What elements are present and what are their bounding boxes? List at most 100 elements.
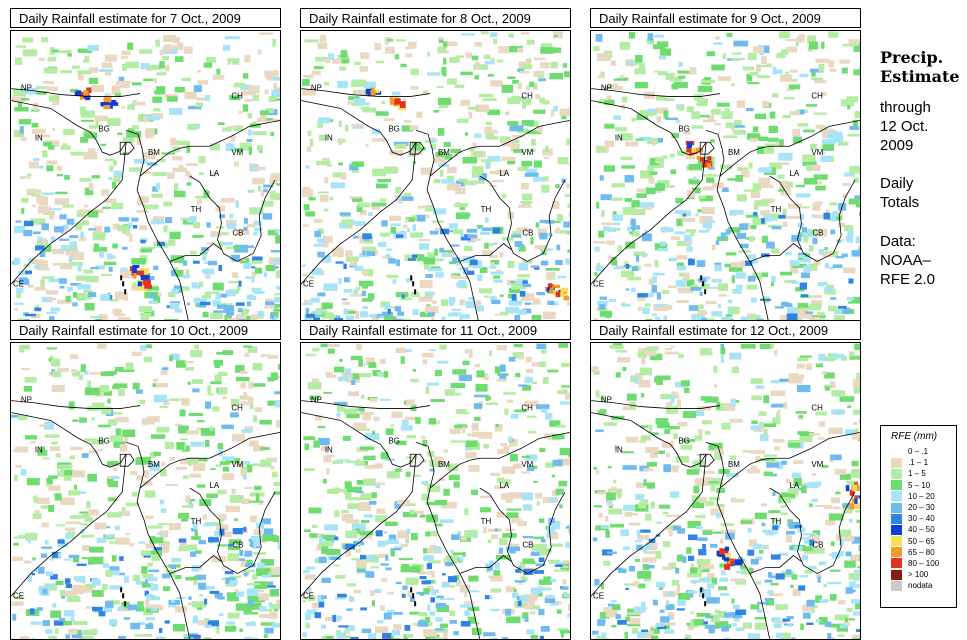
heavy-rain-cell (707, 163, 711, 168)
heavy-rain-cell (707, 156, 711, 160)
rain-cell (63, 205, 74, 208)
data-line-1: Data: (880, 232, 935, 251)
island (702, 593, 704, 598)
rain-cell (812, 203, 820, 210)
rain-cell (714, 265, 721, 272)
heavy-rain-cell (394, 98, 400, 104)
rain-cell (643, 468, 653, 471)
rain-cell (206, 494, 218, 498)
rain-cell (562, 579, 566, 585)
rain-cell (525, 173, 539, 177)
rain-cell (119, 217, 130, 221)
legend-swatch (891, 570, 902, 580)
rain-cell (385, 567, 391, 570)
rain-cell (547, 233, 552, 236)
rain-cell (472, 628, 482, 635)
rain-cell (188, 596, 191, 599)
rain-cell (219, 613, 223, 616)
rain-cell (678, 76, 685, 79)
rain-cell (120, 444, 127, 452)
rain-cell (569, 163, 570, 166)
rain-cell (360, 493, 371, 500)
rain-cell (427, 605, 430, 611)
rain-cell (838, 634, 845, 636)
rain-cell (710, 287, 718, 289)
rain-cell (424, 555, 434, 561)
rain-cell (632, 63, 645, 65)
rain-cell (216, 352, 223, 355)
rain-cell (724, 612, 729, 617)
rain-cell (369, 501, 376, 505)
rain-cell (443, 41, 447, 47)
rain-cell (215, 294, 220, 300)
rain-cell (317, 239, 321, 241)
legend-label: > 100 (908, 570, 928, 579)
rain-cell (711, 311, 722, 316)
rain-cell (195, 550, 201, 554)
rain-cell (362, 306, 368, 309)
rain-cell (418, 206, 429, 209)
rain-cell (90, 372, 101, 374)
rain-cell (99, 69, 113, 72)
rain-cell (88, 292, 97, 297)
rain-cell (733, 130, 746, 135)
rain-cell (57, 166, 62, 171)
rain-cell (797, 357, 808, 361)
rain-cell (263, 189, 267, 192)
rain-cell (852, 434, 860, 440)
rain-cell (502, 140, 514, 147)
rain-cell (842, 183, 850, 186)
heavy-rain-cell (137, 286, 144, 290)
rain-cell (204, 599, 207, 605)
legend-row: 30 – 40 (891, 513, 956, 524)
rain-cell (124, 617, 130, 620)
rain-cell (153, 216, 164, 220)
rain-cell (677, 528, 685, 533)
rain-cell (655, 183, 665, 191)
rain-cell (557, 425, 566, 428)
rain-cell (89, 509, 99, 515)
rain-cell (126, 533, 130, 535)
rain-cell (786, 535, 792, 542)
rain-cell (552, 475, 555, 478)
rain-cell (232, 61, 239, 64)
rain-cell (304, 204, 310, 210)
rain-cell (199, 540, 206, 544)
rain-cell (754, 134, 760, 137)
rain-cell (621, 304, 631, 307)
heavy-rain-cell (77, 90, 82, 96)
rain-cell (490, 80, 503, 86)
rain-cell (472, 423, 479, 431)
rain-cell (255, 268, 262, 274)
rain-cell (132, 492, 137, 496)
rain-cell (120, 268, 127, 271)
rain-cell (847, 134, 860, 137)
rain-cell (89, 183, 93, 191)
rain-cell (336, 261, 344, 263)
rain-cell (152, 97, 162, 103)
rain-cell (221, 198, 235, 203)
rain-cell (92, 607, 103, 611)
rain-cell (787, 616, 794, 619)
rain-cell (700, 348, 711, 355)
rain-cell (372, 600, 375, 606)
rain-cell (430, 399, 445, 402)
country-label: CH (231, 92, 243, 101)
heavy-rain-cell (136, 271, 144, 276)
rain-cell (605, 516, 608, 522)
rain-cell (362, 251, 365, 255)
rain-cell (334, 536, 338, 540)
rain-cell (140, 240, 145, 243)
rain-cell (844, 225, 853, 231)
rain-cell (443, 489, 449, 496)
rain-cell (749, 72, 758, 76)
rain-cell (125, 62, 139, 68)
rain-cell (850, 126, 860, 130)
panel-title: Daily Rainfall estimate for 12 Oct., 200… (590, 320, 861, 340)
rain-cell (804, 265, 811, 272)
rain-cell (441, 253, 452, 257)
rain-cell (718, 294, 726, 297)
rain-cell (128, 605, 139, 611)
rain-cell (45, 434, 60, 437)
rain-cell (642, 560, 656, 562)
